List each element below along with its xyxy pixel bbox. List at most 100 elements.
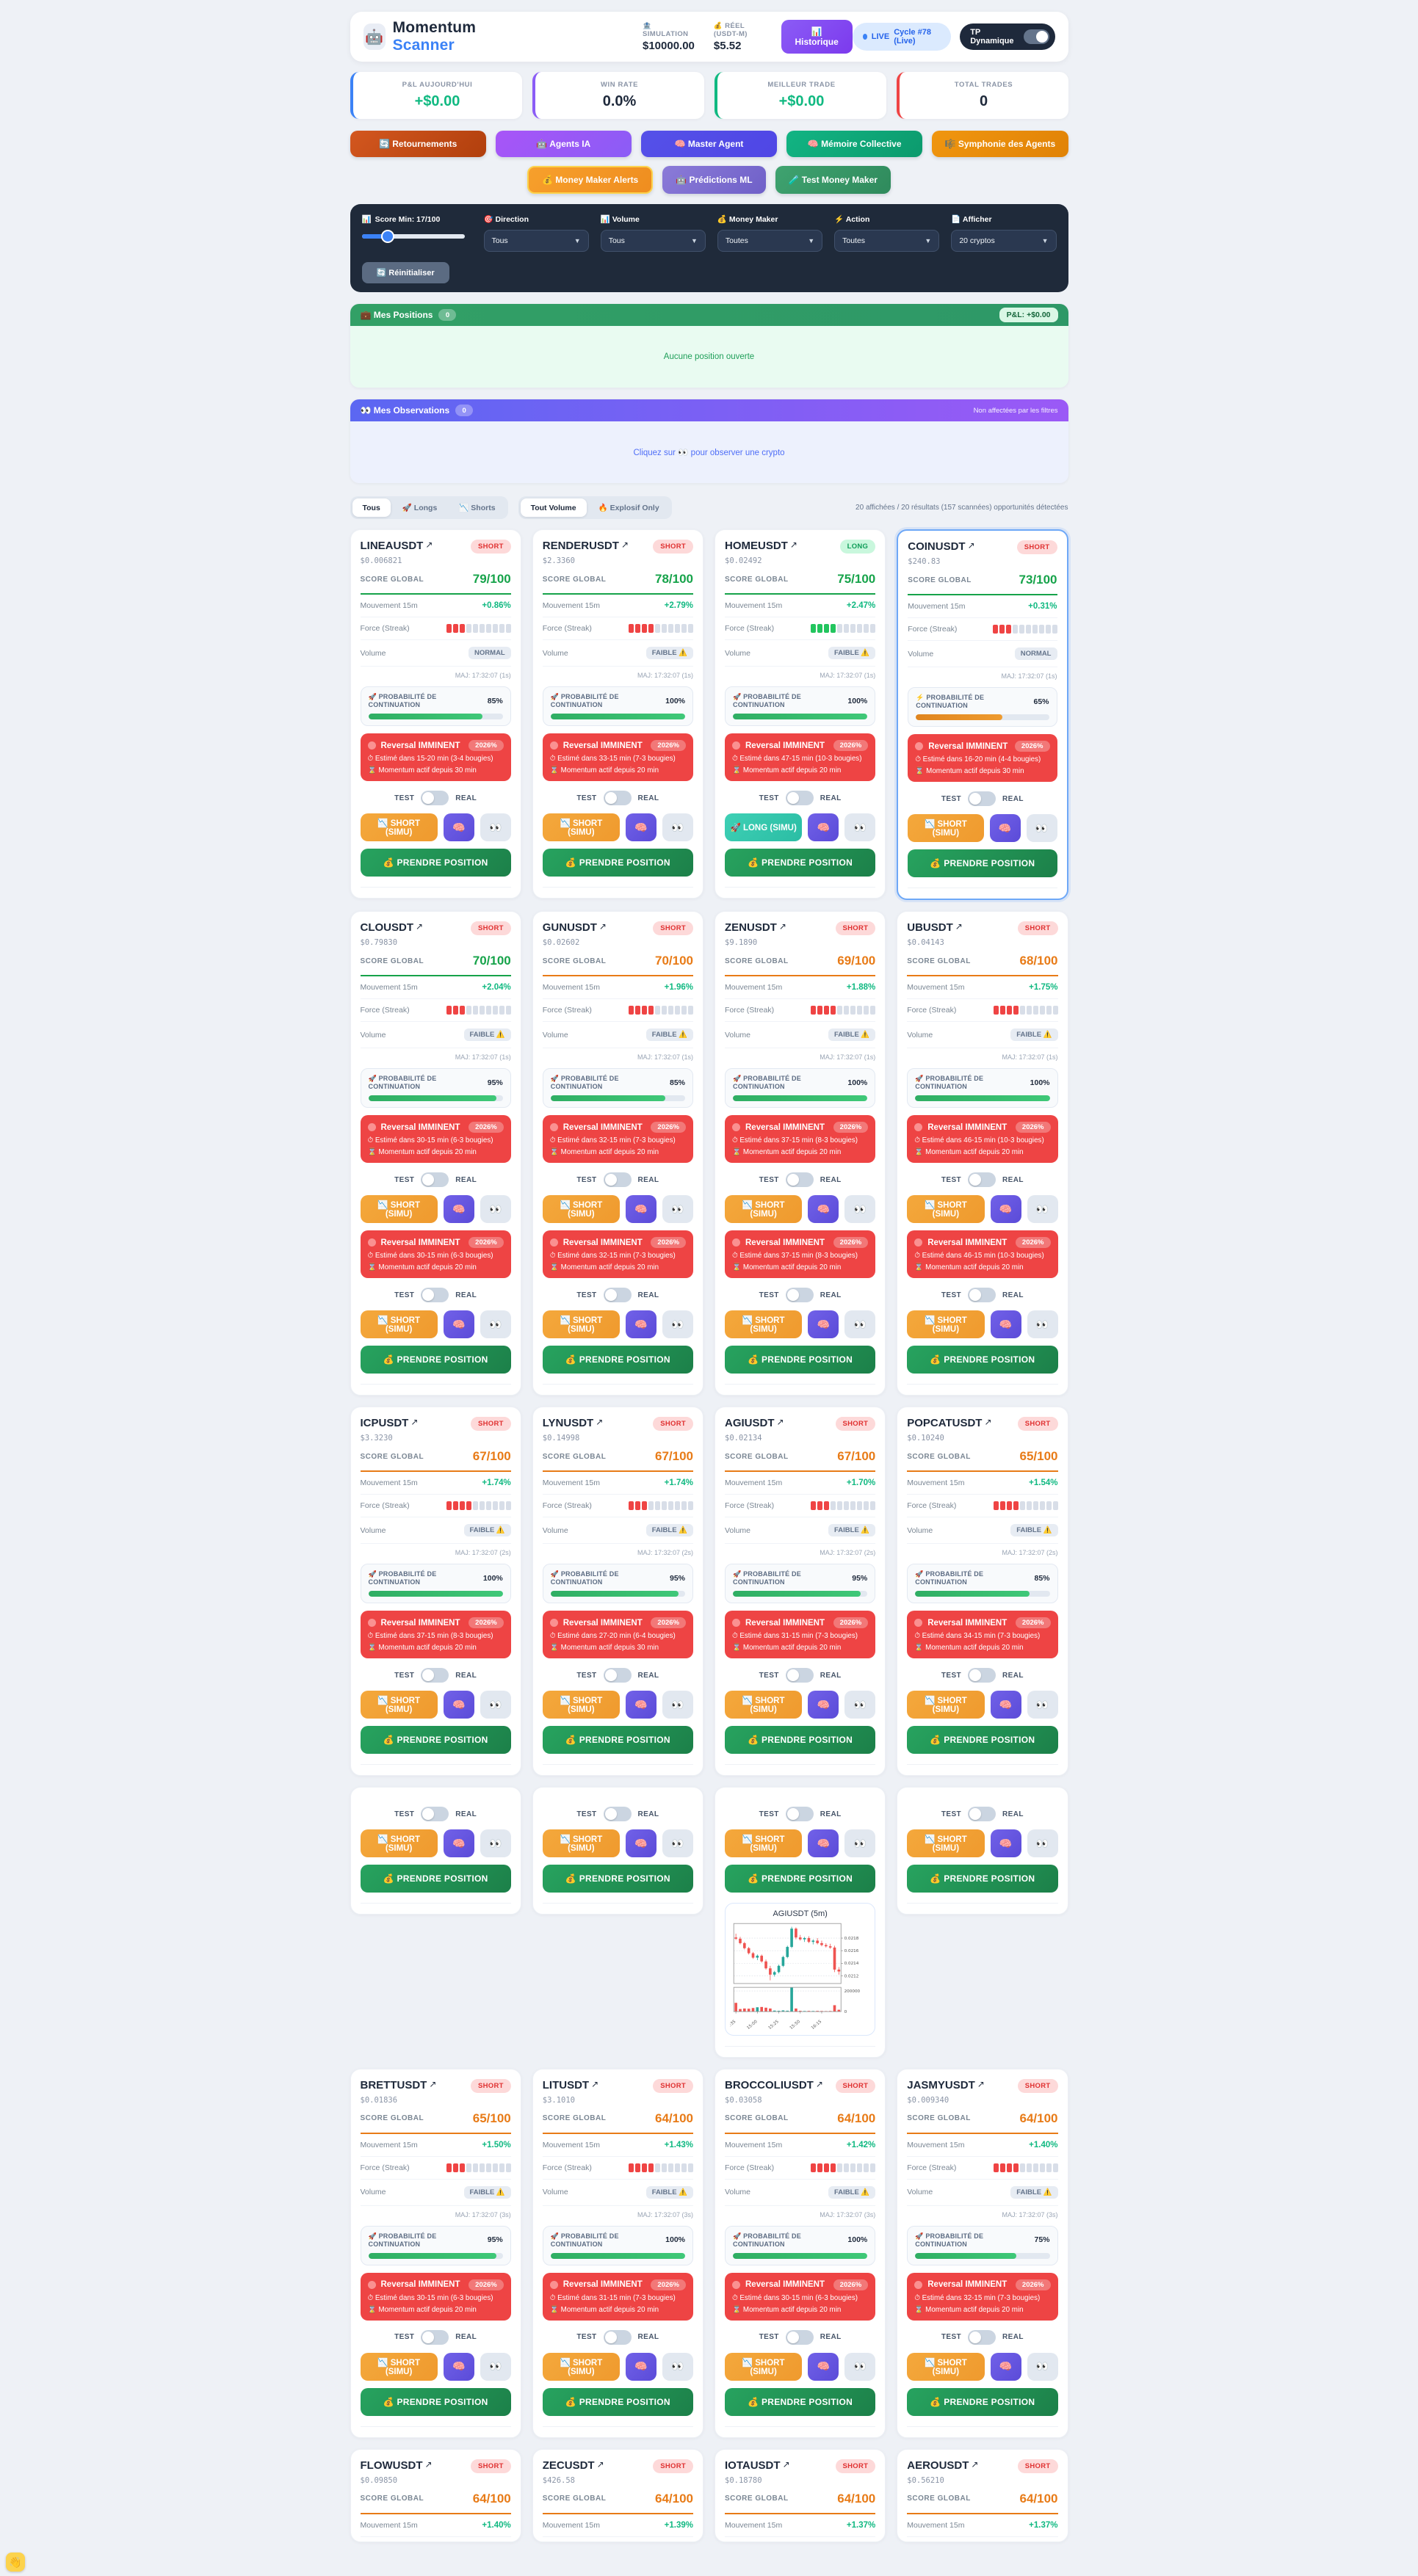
observe-button[interactable]: 👀 [1027,1195,1058,1223]
short-simu-button[interactable]: 📉 SHORT (SIMU) [360,1195,438,1223]
short-simu-button[interactable]: 📉 SHORT (SIMU) [725,1195,803,1223]
history-button[interactable]: 📊 Historique [781,20,853,54]
observe-button[interactable]: 👀 [844,2352,876,2381]
prendre-position-button[interactable]: 💰 PRENDRE POSITION [360,2387,511,2416]
test-real-switch[interactable] [785,1172,814,1187]
filter-select-direction[interactable]: Tous ▼ [483,230,589,252]
short-simu-button[interactable]: 📉 SHORT (SIMU) [907,1691,985,1719]
corner-widget-icon[interactable]: 👋 [6,2553,25,2572]
observe-button[interactable]: 👀 [844,1195,876,1223]
brain-agent-button[interactable]: 🧠 [626,1691,656,1719]
slider-knob[interactable] [382,231,393,242]
prendre-position-button[interactable]: 💰 PRENDRE POSITION [360,1726,511,1754]
pill-direction-tous[interactable]: Tous [352,498,391,517]
test-real-switch[interactable] [603,1288,632,1302]
short-simu-button[interactable]: 📉 SHORT (SIMU) [725,1310,803,1338]
brain-agent-button[interactable]: 🧠 [808,1195,839,1223]
filter-select-action[interactable]: Toutes ▼ [834,230,940,252]
short-simu-button[interactable]: 📉 SHORT (SIMU) [725,1691,803,1719]
brain-agent-button[interactable]: 🧠 [626,813,656,841]
brain-agent-button[interactable]: 🧠 [808,1691,839,1719]
test-real-switch[interactable] [603,1172,632,1187]
prendre-position-button[interactable]: 💰 PRENDRE POSITION [907,1346,1058,1374]
prendre-position-button[interactable]: 💰 PRENDRE POSITION [725,1726,876,1754]
card-symbol[interactable]: JASMYUSDT [907,2078,975,2091]
test-real-switch[interactable] [785,2329,814,2345]
prendre-position-button[interactable]: 💰 PRENDRE POSITION [360,1865,511,1893]
observe-button[interactable]: 👀 [1027,1829,1058,1857]
short-simu-button[interactable]: 📉 SHORT (SIMU) [360,1829,438,1857]
short-simu-button[interactable]: 📉 SHORT (SIMU) [542,2352,620,2381]
brain-agent-button[interactable]: 🧠 [626,1310,656,1338]
test-real-switch[interactable] [968,1668,996,1683]
sub-button-prédictions-ml[interactable]: 🤖 Prédictions ML [662,166,766,194]
tp-dynamique-toggle[interactable] [1024,29,1049,44]
prendre-position-button[interactable]: 💰 PRENDRE POSITION [542,1726,693,1754]
card-symbol[interactable]: LINEAUSDT [360,540,424,552]
card-symbol[interactable]: RENDERUSDT [542,540,619,552]
brain-agent-button[interactable]: 🧠 [989,814,1021,842]
observe-button[interactable]: 👀 [1027,2352,1058,2381]
short-simu-button[interactable]: 📉 SHORT (SIMU) [542,1829,620,1857]
test-real-switch[interactable] [603,2329,632,2345]
brain-agent-button[interactable]: 🧠 [808,1829,839,1857]
short-simu-button[interactable]: 📉 SHORT (SIMU) [908,814,984,842]
observe-button[interactable]: 👀 [844,813,876,841]
nav-button-agents-ia[interactable]: 🤖 Agents IA [495,131,632,157]
brain-agent-button[interactable]: 🧠 [626,1829,656,1857]
observe-button[interactable]: 👀 [662,2352,693,2381]
observe-button[interactable]: 👀 [844,1691,876,1719]
observe-button[interactable]: 👀 [662,1310,693,1338]
short-simu-button[interactable]: 📉 SHORT (SIMU) [907,2352,985,2381]
nav-button-master-agent[interactable]: 🧠 Master Agent [640,131,778,157]
prendre-position-button[interactable]: 💰 PRENDRE POSITION [907,1726,1058,1754]
prendre-position-button[interactable]: 💰 PRENDRE POSITION [542,1346,693,1374]
test-real-switch[interactable] [785,791,814,805]
card-symbol[interactable]: FLOWUSDT [360,2459,423,2472]
prendre-position-button[interactable]: 💰 PRENDRE POSITION [725,2387,876,2416]
brain-agent-button[interactable]: 🧠 [990,1829,1021,1857]
brain-agent-button[interactable]: 🧠 [808,813,839,841]
card-symbol[interactable]: GUNUSDT [542,921,597,934]
test-real-switch[interactable] [421,1807,449,1821]
card-symbol[interactable]: COINUSDT [908,540,966,553]
pill-volume-tout-volume[interactable]: Tout Volume [520,498,587,517]
prendre-position-button[interactable]: 💰 PRENDRE POSITION [542,1865,693,1893]
test-real-switch[interactable] [421,1288,449,1302]
test-real-switch[interactable] [968,2329,996,2345]
card-symbol[interactable]: BROCCOLIUSDT [725,2078,814,2091]
card-symbol[interactable]: HOMEUSDT [725,540,788,552]
prendre-position-button[interactable]: 💰 PRENDRE POSITION [360,849,511,877]
card-symbol[interactable]: LYNUSDT [542,1417,594,1429]
test-real-switch[interactable] [421,1668,449,1683]
test-real-switch[interactable] [785,1288,814,1302]
prendre-position-button[interactable]: 💰 PRENDRE POSITION [542,2387,693,2416]
short-simu-button[interactable]: 📉 SHORT (SIMU) [907,1310,985,1338]
observe-button[interactable]: 👀 [662,1691,693,1719]
brain-agent-button[interactable]: 🧠 [626,1195,656,1223]
observe-button[interactable]: 👀 [480,1691,511,1719]
prendre-position-button[interactable]: 💰 PRENDRE POSITION [907,2387,1058,2416]
short-simu-button[interactable]: 📉 SHORT (SIMU) [360,2352,438,2381]
score-min-slider[interactable] [361,231,465,242]
short-simu-button[interactable]: 📉 SHORT (SIMU) [542,813,620,841]
test-real-switch[interactable] [603,791,632,805]
test-real-switch[interactable] [603,1807,632,1821]
prendre-position-button[interactable]: 💰 PRENDRE POSITION [725,849,876,877]
card-symbol[interactable]: LITUSDT [542,2078,590,2091]
brain-agent-button[interactable]: 🧠 [990,1310,1021,1338]
observe-button[interactable]: 👀 [844,1310,876,1338]
observe-button[interactable]: 👀 [662,1829,693,1857]
short-simu-button[interactable]: 📉 SHORT (SIMU) [907,1829,985,1857]
prendre-position-button[interactable]: 💰 PRENDRE POSITION [907,1865,1058,1893]
brain-agent-button[interactable]: 🧠 [443,1691,474,1719]
test-real-switch[interactable] [968,791,996,806]
short-simu-button[interactable]: 📉 SHORT (SIMU) [360,1310,438,1338]
test-real-switch[interactable] [968,1288,996,1302]
brain-agent-button[interactable]: 🧠 [443,1195,474,1223]
pill-direction--shorts[interactable]: 📉 Shorts [449,498,505,517]
short-simu-button[interactable]: 📉 SHORT (SIMU) [360,813,438,841]
long-simu-button[interactable]: 🚀 LONG (SIMU) [725,813,803,841]
brain-agent-button[interactable]: 🧠 [808,2352,839,2381]
brain-agent-button[interactable]: 🧠 [990,2352,1021,2381]
